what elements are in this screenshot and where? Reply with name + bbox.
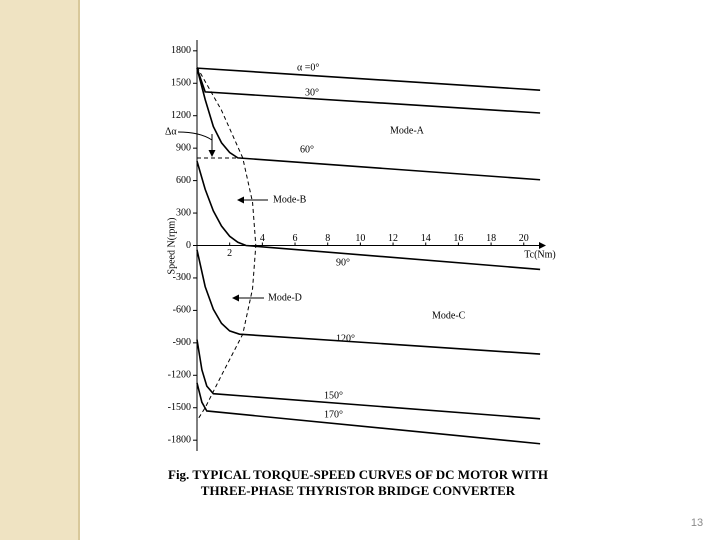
series-label: 90° bbox=[336, 257, 350, 268]
y-tick-label: -600 bbox=[173, 305, 191, 316]
series-line bbox=[196, 249, 541, 355]
y-tick-label: 600 bbox=[176, 175, 191, 186]
y-axis-label: Speed N(rpm) bbox=[166, 218, 177, 275]
series-label: 150° bbox=[324, 390, 343, 401]
y-tick-label: -1800 bbox=[168, 434, 191, 445]
y-tick-label: 1500 bbox=[171, 78, 191, 89]
caption-line: THREE-PHASE THYRISTOR BRIDGE CONVERTER bbox=[201, 483, 516, 498]
series-line bbox=[196, 382, 541, 445]
x-tick-label: 10 bbox=[355, 233, 365, 244]
series-label: 60° bbox=[300, 144, 314, 155]
x-tick-label: 16 bbox=[453, 233, 463, 244]
annotation: Mode-A bbox=[390, 125, 425, 136]
x-tick-label: 4 bbox=[260, 233, 265, 244]
annotation: Mode-C bbox=[432, 310, 466, 321]
x-axis-label: Tc(Nm) bbox=[524, 249, 556, 260]
series-line bbox=[196, 67, 541, 91]
series-line bbox=[196, 66, 257, 421]
decorative-strip bbox=[0, 0, 80, 540]
y-tick-label: -900 bbox=[173, 337, 191, 348]
series-line bbox=[196, 67, 541, 181]
y-tick-label: 900 bbox=[176, 142, 191, 153]
series-line bbox=[196, 67, 541, 114]
y-tick-label: -1200 bbox=[168, 370, 191, 381]
y-tick-label: 1200 bbox=[171, 110, 191, 121]
series-line bbox=[196, 160, 541, 271]
x-tick-label: 12 bbox=[388, 233, 398, 244]
series-label: 30° bbox=[305, 87, 319, 98]
x-tick-label: 14 bbox=[421, 233, 431, 244]
series-label: α =0° bbox=[297, 62, 319, 73]
annotation: Δα bbox=[165, 126, 177, 137]
x-tick-label: 6 bbox=[293, 233, 298, 244]
series-label: 120° bbox=[336, 333, 355, 344]
x-tick-label: 20 bbox=[519, 233, 529, 244]
x-tick-label: 18 bbox=[486, 233, 496, 244]
caption-line: Fig. TYPICAL TORQUE-SPEED CURVES OF DC M… bbox=[168, 467, 548, 482]
y-tick-label: -1500 bbox=[168, 402, 191, 413]
page-number: 13 bbox=[691, 517, 703, 529]
series-line bbox=[196, 339, 541, 420]
y-tick-label: 1800 bbox=[171, 45, 191, 56]
delta-leader bbox=[177, 131, 213, 141]
y-tick-label: 0 bbox=[186, 240, 191, 251]
series-label: 170° bbox=[324, 409, 343, 420]
y-tick-label: 300 bbox=[176, 207, 191, 218]
x-tick-label: 8 bbox=[325, 233, 330, 244]
annotation: Mode-B bbox=[273, 194, 307, 205]
y-tick-label: -300 bbox=[173, 272, 191, 283]
annotation: Mode-D bbox=[268, 292, 302, 303]
x-tick-label: 2 bbox=[227, 248, 232, 259]
